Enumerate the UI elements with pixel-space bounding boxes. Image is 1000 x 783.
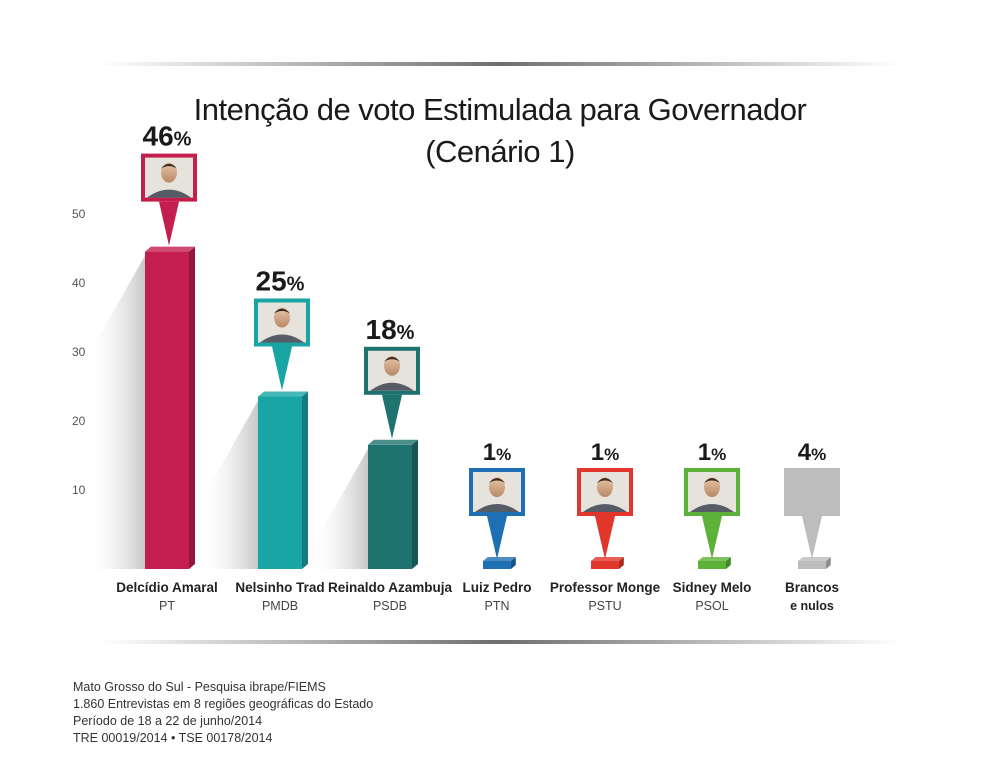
callout-pointer xyxy=(702,516,722,559)
bar-group: 1% Sidney Melo PSOL xyxy=(673,439,752,613)
footer-period: Período de 18 a 22 de junho/2014 xyxy=(73,714,263,728)
y-tick-label: 50 xyxy=(72,207,86,221)
bar-group: 46% Delcídio Amaral PT xyxy=(85,121,218,613)
bar-top xyxy=(368,439,418,445)
value-label: 1% xyxy=(483,439,511,466)
bar-side xyxy=(619,557,624,569)
bar-shadow xyxy=(85,255,145,569)
bar-group: 18% Reinaldo Azambuja PSDB xyxy=(308,314,452,613)
footer-sample: 1.860 Entrevistas em 8 regiões geográfic… xyxy=(73,697,374,711)
category-label-line2: e nulos xyxy=(790,599,834,613)
bar-top xyxy=(483,557,516,561)
bar xyxy=(145,251,189,569)
callout-pointer xyxy=(802,516,822,559)
bar-top xyxy=(145,246,195,252)
bar xyxy=(798,561,826,569)
candidate-photo-icon xyxy=(368,350,416,391)
bar-side xyxy=(189,246,195,569)
value-label: 25% xyxy=(256,266,305,297)
category-label: Delcídio Amaral xyxy=(116,580,218,595)
bar-side xyxy=(826,557,831,569)
bar-group: 4% Brancos e nulos xyxy=(784,439,840,613)
bar xyxy=(483,561,511,569)
callout-pointer xyxy=(272,346,292,391)
value-label: 1% xyxy=(698,439,726,466)
category-label: Nelsinho Trad xyxy=(235,580,324,595)
category-label: Professor Monge xyxy=(550,580,661,595)
bar-top xyxy=(798,557,831,561)
bottom-separator xyxy=(100,640,900,644)
bar-shadow xyxy=(198,400,258,569)
bar xyxy=(698,561,726,569)
category-label: Brancos xyxy=(785,580,839,595)
party-label: PSDB xyxy=(373,599,407,613)
callout-pointer xyxy=(487,516,507,559)
value-label: 1% xyxy=(591,439,619,466)
chart-subtitle: (Cenário 1) xyxy=(425,134,575,169)
bar-shadow xyxy=(308,448,368,569)
value-label: 18% xyxy=(366,314,415,345)
party-label: PTN xyxy=(485,599,510,613)
bar-group: 1% Professor Monge PSTU xyxy=(550,439,661,613)
bar xyxy=(591,561,619,569)
chart-title: Intenção de voto Estimulada para Governa… xyxy=(193,92,807,127)
candidate-photo-icon xyxy=(258,302,306,343)
y-tick-label: 30 xyxy=(72,345,86,359)
candidate-photo-icon xyxy=(688,472,736,512)
value-label: 4% xyxy=(798,439,826,466)
y-tick-label: 20 xyxy=(72,414,86,428)
party-label: PSTU xyxy=(588,599,621,613)
bar-side xyxy=(412,439,418,569)
bar-group: 25% Nelsinho Trad PMDB xyxy=(198,266,325,613)
callout-pointer xyxy=(159,201,179,246)
bar-side xyxy=(302,391,308,569)
party-label: PT xyxy=(159,599,175,613)
party-label: PSOL xyxy=(695,599,728,613)
bar-group: 1% Luiz Pedro PTN xyxy=(462,439,531,613)
bar xyxy=(258,396,302,569)
bar-top xyxy=(591,557,624,561)
footer-registration: TRE 00019/2014 • TSE 00178/2014 xyxy=(73,731,273,745)
bar xyxy=(368,444,412,569)
top-separator xyxy=(100,62,900,66)
bar-side xyxy=(726,557,731,569)
bar-top xyxy=(698,557,731,561)
category-label: Reinaldo Azambuja xyxy=(328,580,453,595)
bar-top xyxy=(258,391,308,397)
y-tick-label: 40 xyxy=(72,276,86,290)
y-tick-label: 10 xyxy=(72,483,86,497)
candidate-photo-icon xyxy=(145,157,193,198)
bar-side xyxy=(511,557,516,569)
party-label: PMDB xyxy=(262,599,298,613)
callout-frame xyxy=(784,468,840,516)
candidate-photo-icon xyxy=(473,472,521,512)
category-label: Luiz Pedro xyxy=(462,580,531,595)
callout-pointer xyxy=(382,394,402,439)
callout-pointer xyxy=(595,516,615,559)
footer-source: Mato Grosso do Sul - Pesquisa ibrape/FIE… xyxy=(73,680,326,694)
category-label: Sidney Melo xyxy=(673,580,752,595)
candidate-photo-icon xyxy=(581,472,629,512)
value-label: 46% xyxy=(143,121,192,152)
